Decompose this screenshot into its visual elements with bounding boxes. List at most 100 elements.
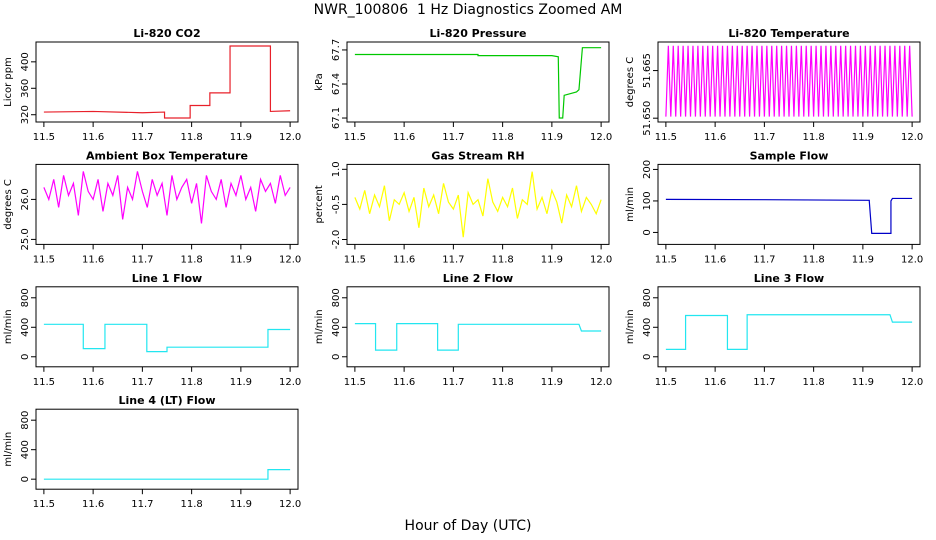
x-tick-label: 11.9 xyxy=(230,132,252,143)
x-tick-label: 11.9 xyxy=(230,499,252,510)
x-tick-label: 11.8 xyxy=(180,132,202,143)
x-tick-label: 11.5 xyxy=(33,132,55,143)
x-tick-label: 11.6 xyxy=(82,132,104,143)
plot-frame xyxy=(657,41,921,123)
y-tick-label: 67.4 xyxy=(331,73,342,95)
y-tick-label: 51.665 xyxy=(642,53,653,88)
plot-frame xyxy=(346,286,610,368)
x-tick-label: 11.5 xyxy=(655,132,677,143)
y-axis-label: ml/min xyxy=(3,432,14,467)
data-line xyxy=(43,171,291,224)
y-tick-label: 1.0 xyxy=(331,161,342,177)
panel-title: Ambient Box Temperature xyxy=(86,149,248,162)
x-tick-label: 11.9 xyxy=(541,254,563,265)
plot-frame xyxy=(346,163,610,245)
x-tick-label: 11.5 xyxy=(33,377,55,388)
x-tick-label: 11.6 xyxy=(704,132,726,143)
x-tick-label: 12.0 xyxy=(279,499,301,510)
x-tick-label: 11.6 xyxy=(82,499,104,510)
plot-frame xyxy=(35,286,299,368)
y-tick-label: -0.5 xyxy=(331,195,342,215)
x-tick-label: 11.5 xyxy=(33,254,55,265)
x-tick-label: 11.7 xyxy=(131,254,153,265)
x-tick-label: 11.7 xyxy=(131,132,153,143)
y-tick-label: 400 xyxy=(331,318,342,337)
y-axis-label: ml/min xyxy=(314,309,325,344)
y-tick-label: 0 xyxy=(642,354,653,360)
x-tick-label: 11.5 xyxy=(344,254,366,265)
data-line xyxy=(354,322,602,351)
y-axis-label: percent xyxy=(314,185,325,223)
x-tick-label: 11.9 xyxy=(230,377,252,388)
x-tick-label: 11.8 xyxy=(491,377,513,388)
x-tick-label: 11.5 xyxy=(655,377,677,388)
y-axis-label: degrees C xyxy=(3,179,14,229)
x-tick-label: 11.8 xyxy=(491,254,513,265)
y-tick-label: 800 xyxy=(20,288,31,307)
y-tick-label: 0 xyxy=(331,354,342,360)
x-tick-label: 12.0 xyxy=(901,132,923,143)
x-tick-label: 11.9 xyxy=(230,254,252,265)
x-tick-label: 11.8 xyxy=(180,377,202,388)
x-tick-label: 11.8 xyxy=(802,377,824,388)
x-tick-label: 11.8 xyxy=(491,132,513,143)
x-tick-label: 11.6 xyxy=(82,377,104,388)
panel-title: Li-820 Pressure xyxy=(430,27,527,40)
x-tick-label: 11.7 xyxy=(753,377,775,388)
y-axis-label: ml/min xyxy=(625,309,636,344)
y-tick-label: 400 xyxy=(20,440,31,459)
x-axis-label: Hour of Day (UTC) xyxy=(405,518,532,534)
x-tick-label: 11.6 xyxy=(393,254,415,265)
x-tick-label: 11.6 xyxy=(393,132,415,143)
y-axis-label: degrees C xyxy=(625,57,636,107)
y-axis-label: Licor ppm xyxy=(3,57,14,107)
data-line xyxy=(43,323,291,353)
x-tick-label: 11.6 xyxy=(82,254,104,265)
x-tick-label: 11.9 xyxy=(541,132,563,143)
y-tick-label: 800 xyxy=(20,411,31,430)
y-tick-label: 800 xyxy=(642,288,653,307)
x-tick-label: 12.0 xyxy=(590,254,612,265)
x-tick-label: 12.0 xyxy=(590,132,612,143)
y-axis-label: ml/min xyxy=(3,309,14,344)
panel-title: Line 1 Flow xyxy=(132,272,202,285)
x-tick-label: 11.7 xyxy=(442,377,464,388)
plot-frame xyxy=(657,286,921,368)
data-line xyxy=(665,314,913,350)
y-tick-label: 320 xyxy=(20,105,31,124)
data-line xyxy=(43,45,291,119)
y-tick-label: 26.0 xyxy=(20,188,31,210)
x-tick-label: 11.8 xyxy=(802,254,824,265)
x-tick-label: 11.7 xyxy=(753,254,775,265)
x-tick-label: 11.9 xyxy=(541,377,563,388)
y-tick-label: 800 xyxy=(331,288,342,307)
panel-title: Gas Stream RH xyxy=(431,149,524,162)
y-tick-label: 400 xyxy=(20,52,31,71)
x-tick-label: 11.5 xyxy=(344,132,366,143)
x-tick-label: 12.0 xyxy=(279,254,301,265)
y-tick-label: 0 xyxy=(20,476,31,482)
x-tick-label: 11.6 xyxy=(704,254,726,265)
plot-frame xyxy=(35,408,299,490)
x-tick-label: 11.6 xyxy=(704,377,726,388)
y-tick-label: 25.0 xyxy=(20,228,31,250)
y-tick-label: 200 xyxy=(642,160,653,179)
y-tick-label: 0 xyxy=(642,229,653,235)
data-line xyxy=(665,45,913,117)
x-tick-label: 12.0 xyxy=(279,132,301,143)
x-tick-label: 11.5 xyxy=(655,254,677,265)
x-tick-label: 11.9 xyxy=(852,377,874,388)
data-line xyxy=(665,197,913,234)
x-tick-label: 11.7 xyxy=(131,377,153,388)
y-axis-label: ml/min xyxy=(625,187,636,222)
data-line xyxy=(43,468,291,480)
panel-title: Li-820 CO2 xyxy=(133,27,200,40)
x-tick-label: 11.5 xyxy=(33,499,55,510)
y-tick-label: 400 xyxy=(642,318,653,337)
x-tick-label: 11.6 xyxy=(393,377,415,388)
panel-title: Line 4 (LT) Flow xyxy=(119,394,216,407)
x-tick-label: 11.8 xyxy=(180,499,202,510)
x-tick-label: 12.0 xyxy=(901,377,923,388)
x-tick-label: 11.8 xyxy=(802,132,824,143)
